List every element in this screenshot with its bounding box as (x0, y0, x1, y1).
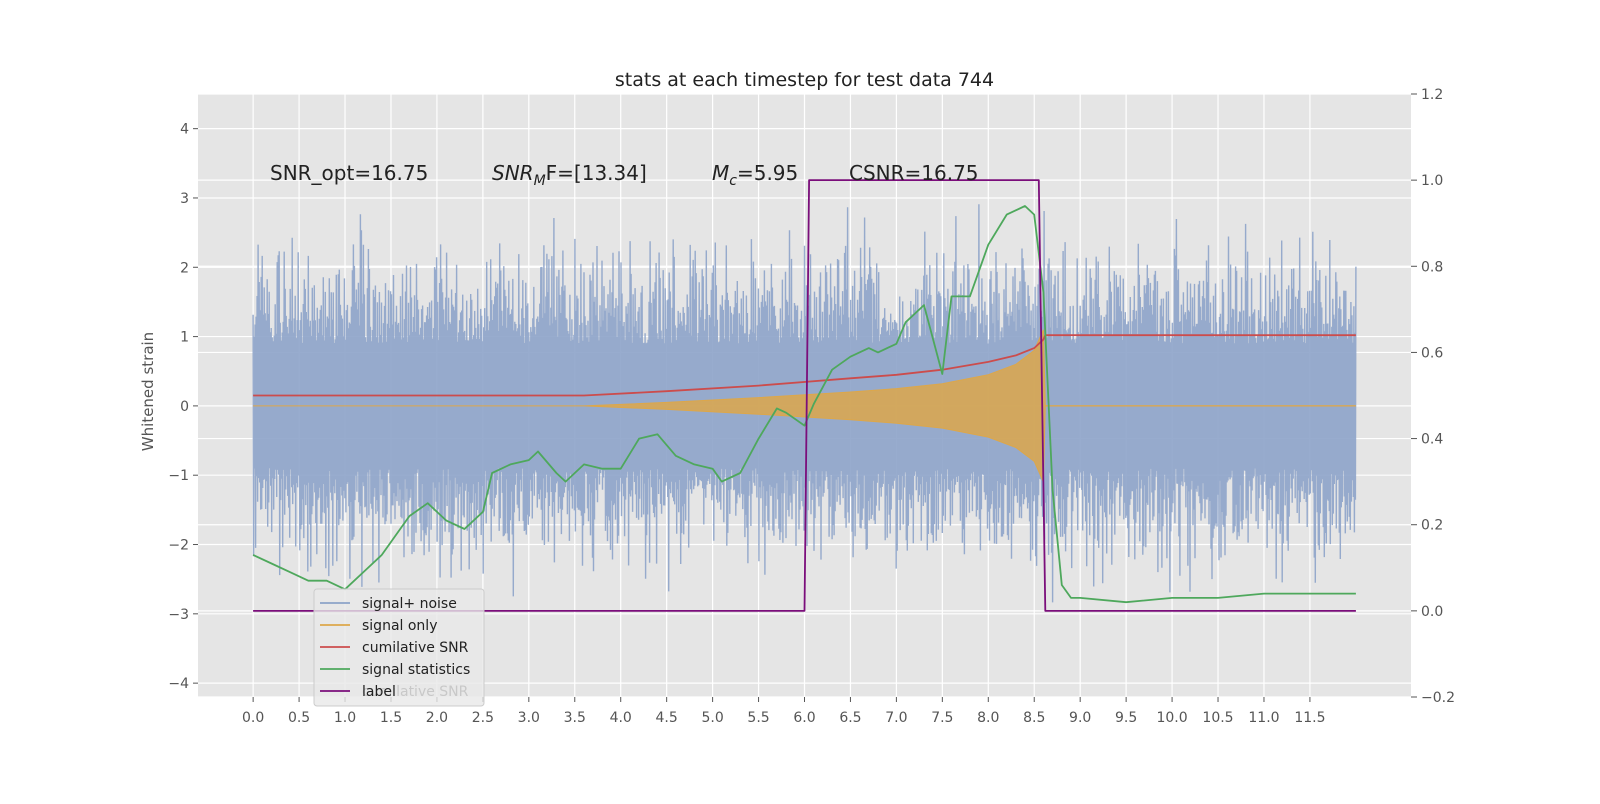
legend-entries: signal+ noise signal only cumilative SNR si… (320, 596, 470, 700)
annotation-snr-mf-subscript: M (534, 173, 546, 189)
y-axis-label: Whitened strain (139, 332, 157, 451)
y-tick-label: 3 (180, 191, 189, 207)
y-tick-label: −2 (168, 538, 189, 554)
x-tick-label: 7.0 (885, 710, 907, 726)
y2-tick-label: −0.2 (1421, 690, 1455, 706)
y2-tick-label: 0.0 (1421, 604, 1443, 620)
line-series (252, 179, 1356, 612)
y2-tick-label: 1.0 (1421, 173, 1443, 189)
x-tick-label: 1.0 (334, 710, 356, 726)
chart-title: stats at each timestep for test data 744 (615, 69, 994, 91)
x-tick-label: 2.5 (472, 710, 494, 726)
x-tick-label: 6.0 (793, 710, 815, 726)
legend-entry-label: signal statistics (362, 662, 470, 678)
x-tick-label: 11.0 (1248, 710, 1279, 726)
y2-tick-label: 0.6 (1421, 345, 1443, 361)
x-tick-label: 0.5 (288, 710, 310, 726)
signal-noise-series (252, 204, 1357, 603)
axes: 0.0 0.5 1.0 1.5 2.0 2.5 3.0 3.5 4.0 4.5 5.0 5.5 6.0 6… (168, 87, 1455, 726)
x-tick-label: 4.5 (656, 710, 678, 726)
annotation-snr-mf-snr: SNR (492, 161, 534, 185)
x-tick-label: 8.0 (977, 710, 999, 726)
x-tick-label: 3.5 (564, 710, 586, 726)
y-tick-label: −1 (168, 468, 189, 484)
legend-ghost-text: cumilative SNR (362, 684, 469, 700)
x-tick-label: 11.5 (1294, 710, 1325, 726)
y2-tick-label: 0.4 (1421, 432, 1443, 448)
signal-statistics-line (252, 205, 1356, 604)
y-tick-label: 2 (180, 260, 189, 276)
x-tick-label: 10.5 (1202, 710, 1233, 726)
annotation-mc-subscript: c (729, 173, 737, 189)
y-tick-label: −3 (168, 607, 189, 623)
x-tick-label: 6.5 (839, 710, 861, 726)
y-tick-label: 0 (180, 399, 189, 415)
y-tick-label: 1 (180, 330, 189, 346)
x-tick-label: 3.0 (518, 710, 540, 726)
annotation-snr-mf-value: F=[13.34] (546, 161, 647, 185)
x-tick-label: 5.5 (747, 710, 769, 726)
x-tick-label: 4.0 (610, 710, 632, 726)
y-tick-label: −4 (168, 676, 189, 692)
x-tick-label: 2.0 (426, 710, 448, 726)
label-line (253, 179, 1356, 612)
annotation-chirp-mass: Mc=5.95 (712, 161, 798, 189)
x-tick-label: 5.0 (701, 710, 723, 726)
legend: cumilative SNR signal+ noise signal only c… (313, 588, 485, 707)
x-tick-label: 0.0 (242, 710, 264, 726)
x-tick-label: 9.0 (1069, 710, 1091, 726)
signal-only-series (253, 329, 1356, 483)
legend-entry-label: signal only (362, 618, 437, 634)
signal-noise-line (252, 204, 1357, 603)
y-tick-label: 4 (180, 122, 189, 138)
legend-box (313, 588, 485, 707)
legend-entry-label: signal+ noise (362, 596, 457, 612)
x-tick-label: 8.5 (1023, 710, 1045, 726)
annotation-snr-opt: SNR_opt=16.75 (270, 161, 428, 185)
annotation-mc-value: =5.95 (737, 161, 798, 185)
x-tick-label: 7.5 (931, 710, 953, 726)
annotation-csnr: CSNR=16.75 (849, 161, 979, 185)
legend-entry-label: cumilative SNR (362, 640, 469, 656)
signal-only-fill (253, 329, 1356, 483)
y2-tick-label: 1.2 (1421, 87, 1443, 103)
annotation-snr-mf: SNRMF=[13.34] (492, 161, 647, 189)
x-tick-label: 1.5 (380, 710, 402, 726)
y2-tick-label: 0.2 (1421, 518, 1443, 534)
x-tick-label: 10.0 (1156, 710, 1187, 726)
x-tick-label: 9.5 (1115, 710, 1137, 726)
y2-tick-label: 0.8 (1421, 259, 1443, 275)
legend-entry-label: label (362, 684, 396, 700)
annotation-mc-m: M (712, 161, 729, 185)
